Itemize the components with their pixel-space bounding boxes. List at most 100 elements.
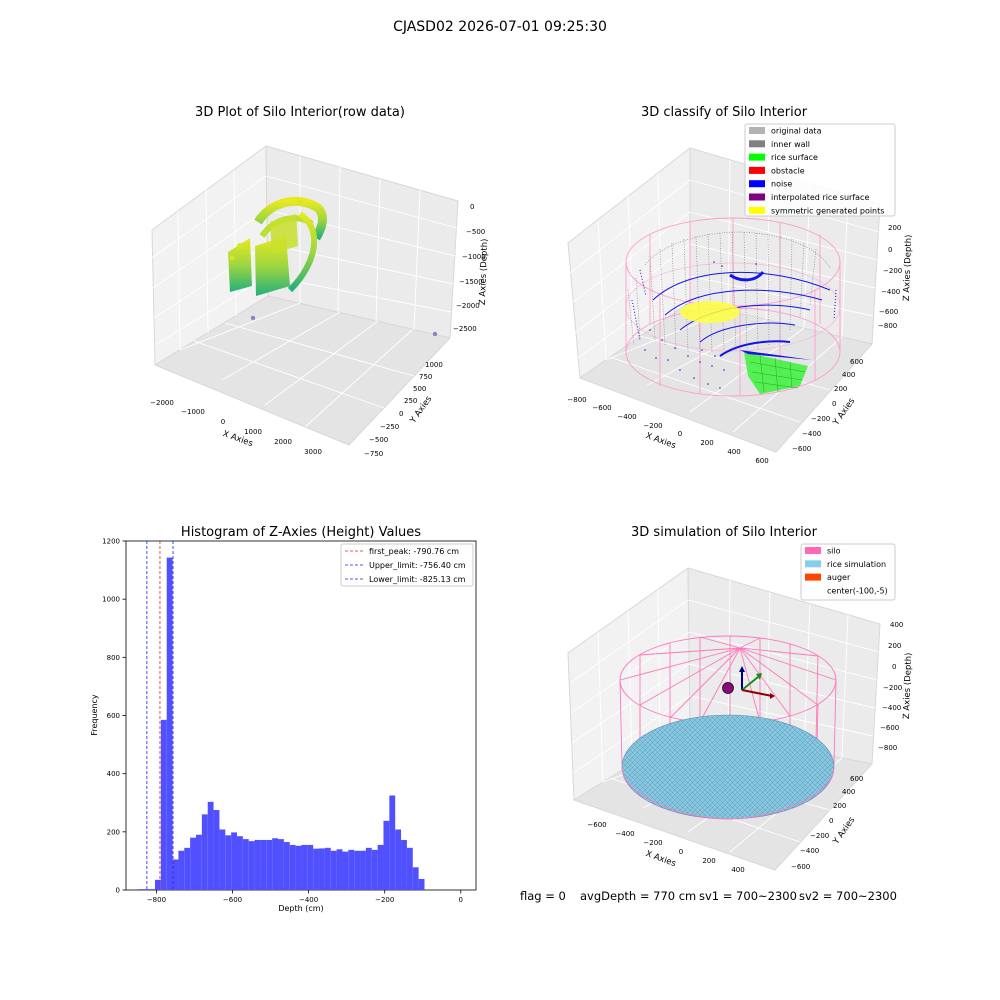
status-sv1: sv1 = 700~2300: [699, 889, 797, 903]
status-line: flag = 0 avgDepth = 770 cm sv1 = 700~230…: [520, 889, 897, 903]
classify-xtick: 200: [700, 439, 713, 447]
histogram-bar: [166, 557, 173, 890]
simulation-ytick: 0: [829, 817, 833, 825]
raw-pane-floor: [154, 295, 451, 446]
histogram-legend-frame: [340, 543, 474, 587]
histogram-bar: [371, 849, 378, 890]
panel-classify-3d: 3D classify of Silo Interior: [567, 105, 914, 465]
classify-ytick: −400: [802, 430, 821, 438]
histogram-y-tick-label: 400: [107, 770, 120, 778]
histogram-x-tick-label: −600: [223, 896, 242, 904]
histogram-bar: [395, 829, 402, 890]
histogram-bar: [254, 839, 261, 890]
raw-ytick: 1000: [425, 361, 443, 369]
simulation-xlabel: X Axies: [644, 849, 677, 869]
raw-xtick: −1000: [181, 408, 205, 416]
classify-xtick: −600: [592, 404, 611, 412]
simulation-legend-swatch: [805, 560, 821, 568]
histogram-bar: [412, 867, 419, 890]
classify-xtick: −800: [567, 396, 586, 404]
classify-legend-label: interpolated rice surface: [771, 193, 869, 202]
histogram-bar: [242, 839, 249, 890]
simulation-legend-label: auger: [827, 573, 851, 582]
histogram-bar: [213, 810, 220, 890]
simulation-ytick: 600: [850, 775, 863, 783]
raw-outlier-point: [432, 331, 438, 337]
raw-ytick: −500: [369, 436, 388, 444]
simulation-xtick: 0: [679, 848, 683, 856]
histogram-title: Histogram of Z-Axies (Height) Values: [181, 525, 421, 540]
simulation-legend-swatch: [805, 547, 821, 554]
histogram-bar: [406, 847, 413, 890]
classify-ytick: −600: [792, 445, 811, 453]
simulation-center-marker: [722, 682, 734, 694]
simulation-ytick: −200: [810, 832, 829, 840]
raw-cloud-speck: [298, 200, 302, 204]
histogram-bar: [330, 850, 337, 890]
histogram-bar: [289, 844, 296, 890]
histogram-ylabel: Frequency: [90, 694, 99, 736]
histogram-bar: [418, 878, 425, 890]
histogram-bar: [307, 844, 314, 890]
histogram-bar: [149, 889, 155, 890]
raw-outlier-point: [250, 315, 256, 321]
classify-legend: original data inner wall rice surface obsta…: [744, 123, 896, 217]
panel-raw-title: 3D Plot of Silo Interior(row data): [195, 105, 405, 120]
classify-xtick: 400: [727, 448, 740, 456]
simulation-ylabel: Y Axies: [831, 815, 858, 847]
histogram-bar: [190, 837, 196, 890]
simulation-xtick: −400: [615, 830, 634, 838]
simulation-title: 3D simulation of Silo Interior: [631, 525, 818, 540]
histogram-bar: [172, 859, 179, 890]
simulation-legend-label: silo: [827, 547, 841, 556]
classify-legend-frame: [744, 123, 896, 217]
simulation-legend-label: center(-100,-5): [827, 586, 888, 595]
histogram-bar: [383, 820, 390, 890]
histogram-bar: [389, 795, 396, 890]
panel-simulation-3d: 3D simulation of Silo Interior: [567, 525, 914, 874]
histogram-y-ticks: 0 200 400 600 800 1000 1200: [102, 538, 126, 895]
panel-classify-title: 3D classify of Silo Interior: [641, 105, 808, 120]
histogram-legend: first_peak: -790.76 cm Upper_limit: -756.…: [340, 543, 474, 587]
classify-inner-wall: [627, 231, 831, 353]
raw-ytick: 500: [413, 385, 426, 393]
classify-legend-swatch: [749, 180, 765, 188]
histogram-bar: [160, 719, 167, 890]
raw-ztick: −2500: [453, 325, 477, 333]
histogram-bar: [278, 839, 284, 890]
histogram-bar: [272, 838, 279, 890]
panel-raw-3d: 3D Plot of Silo Interior(row data): [150, 105, 490, 458]
simulation-ztick: 400: [890, 621, 903, 629]
classify-noise: [631, 269, 837, 357]
classify-noise-fan: [740, 350, 812, 360]
classify-ytick: 400: [842, 371, 855, 379]
simulation-xtick: −200: [643, 839, 662, 847]
simulation-xtick: −600: [587, 821, 606, 829]
raw-ztick: 0: [470, 203, 474, 211]
histogram-bar: [248, 841, 255, 890]
classify-legend-swatch: [749, 206, 765, 214]
histogram-x-tick-label: −800: [147, 896, 166, 904]
classify-legend-label: inner wall: [771, 140, 810, 149]
raw-ytick: 750: [419, 373, 432, 381]
classify-ytick: −200: [811, 415, 830, 423]
classify-xtick: 0: [678, 430, 682, 438]
histogram-bar: [231, 832, 238, 890]
histogram-x-tick-label: 0: [459, 896, 463, 904]
histogram-reference-lines: [146, 541, 174, 890]
histogram-x-tick-label: −400: [299, 896, 318, 904]
raw-point-cloud: [228, 196, 438, 337]
histogram-bar: [237, 836, 243, 890]
histogram-bar: [324, 847, 331, 890]
histogram-bar: [260, 839, 267, 890]
classify-legend-swatch: [749, 166, 765, 174]
histogram-bar: [207, 801, 214, 890]
histogram-bar: [219, 829, 226, 890]
classify-legend-label: symmetric generated points: [771, 206, 884, 215]
histogram-bar: [184, 847, 191, 890]
raw-ytick: 0: [399, 410, 403, 418]
raw-xtick: −2000: [150, 399, 174, 407]
simulation-legend: silo rice simulation auger center(-100,-5): [800, 543, 896, 601]
histogram-bar: [283, 842, 290, 890]
simulation-ztick: −400: [882, 704, 901, 712]
